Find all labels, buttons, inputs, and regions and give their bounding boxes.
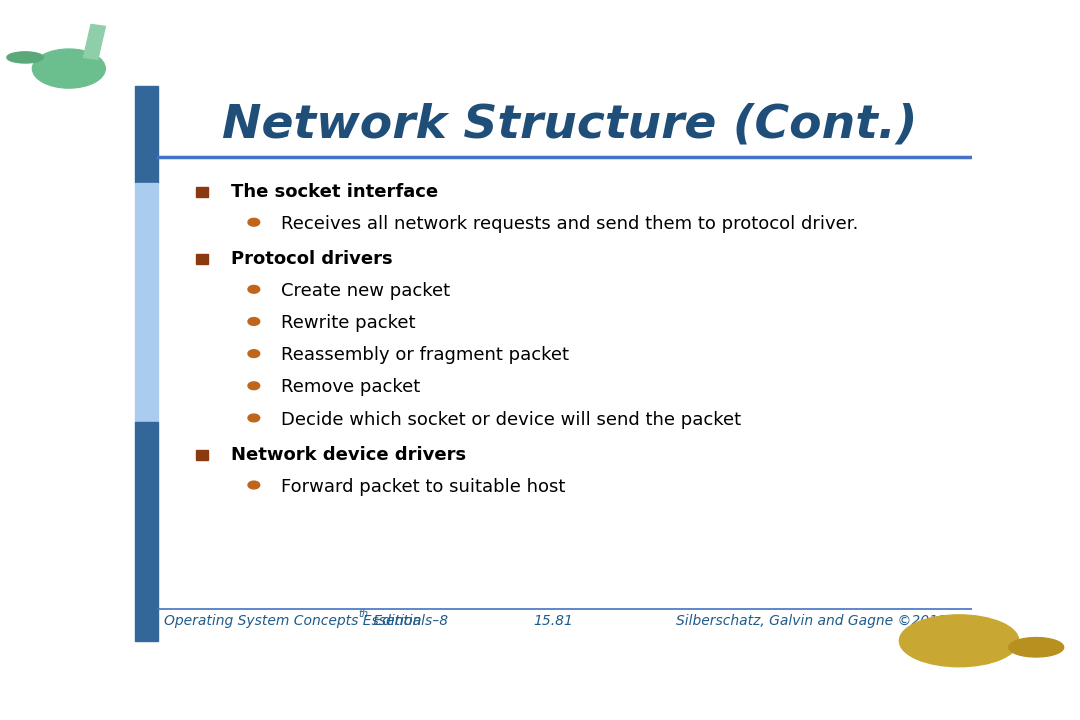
Text: Rewrite packet: Rewrite packet xyxy=(282,314,416,332)
Text: Network device drivers: Network device drivers xyxy=(231,446,467,464)
Text: Remove packet: Remove packet xyxy=(282,379,421,397)
Text: Reassembly or fragment packet: Reassembly or fragment packet xyxy=(282,346,569,364)
Text: Silberschatz, Galvin and Gagne ©2011: Silberschatz, Galvin and Gagne ©2011 xyxy=(676,614,947,629)
Bar xyxy=(197,449,207,459)
Circle shape xyxy=(248,318,259,325)
Text: Protocol drivers: Protocol drivers xyxy=(231,250,393,268)
Ellipse shape xyxy=(1009,638,1064,657)
Text: Forward packet to suitable host: Forward packet to suitable host xyxy=(282,477,566,495)
Text: th: th xyxy=(359,609,368,619)
Bar xyxy=(83,24,106,59)
Circle shape xyxy=(248,350,259,358)
Circle shape xyxy=(248,285,259,293)
Text: Decide which socket or device will send the packet: Decide which socket or device will send … xyxy=(282,410,742,428)
Text: Edition: Edition xyxy=(369,614,421,629)
Circle shape xyxy=(248,218,259,226)
Ellipse shape xyxy=(32,49,106,88)
Ellipse shape xyxy=(6,52,43,63)
Circle shape xyxy=(248,481,259,489)
Bar xyxy=(197,186,207,197)
Text: Network Structure (Cont.): Network Structure (Cont.) xyxy=(222,103,918,148)
Circle shape xyxy=(248,414,259,422)
Bar xyxy=(135,86,159,184)
Ellipse shape xyxy=(900,615,1018,667)
Circle shape xyxy=(248,382,259,390)
Text: Operating System Concepts Essentials–8: Operating System Concepts Essentials–8 xyxy=(164,614,448,629)
Text: Receives all network requests and send them to protocol driver.: Receives all network requests and send t… xyxy=(282,215,859,233)
Text: 15.81: 15.81 xyxy=(534,614,573,629)
Text: The socket interface: The socket interface xyxy=(231,183,438,201)
Bar xyxy=(135,422,159,641)
Text: Create new packet: Create new packet xyxy=(282,282,450,300)
Bar xyxy=(135,184,159,422)
Bar xyxy=(197,254,207,264)
